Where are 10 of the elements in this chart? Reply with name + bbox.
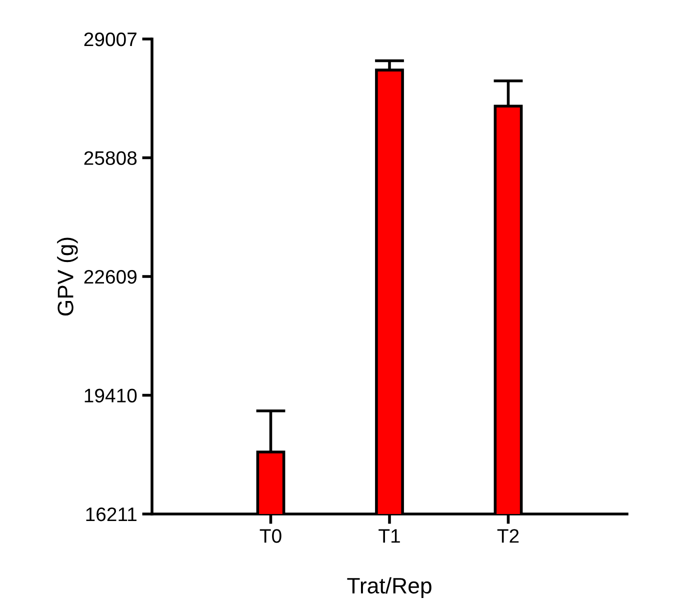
x-axis-title: Trat/Rep: [347, 577, 432, 598]
x-tick-label: T0: [260, 529, 282, 543]
y-tick-label: 19410: [84, 388, 137, 402]
y-axis-title: GPV (g): [57, 238, 78, 316]
y-tick-label: 16211: [86, 507, 136, 522]
y-tick-label: 29007: [84, 32, 136, 46]
y-tick-label: 25808: [84, 151, 137, 165]
x-tick-label: T2: [497, 529, 519, 543]
x-tick-label: T1: [378, 529, 400, 543]
y-tick-label: 22609: [84, 270, 136, 284]
